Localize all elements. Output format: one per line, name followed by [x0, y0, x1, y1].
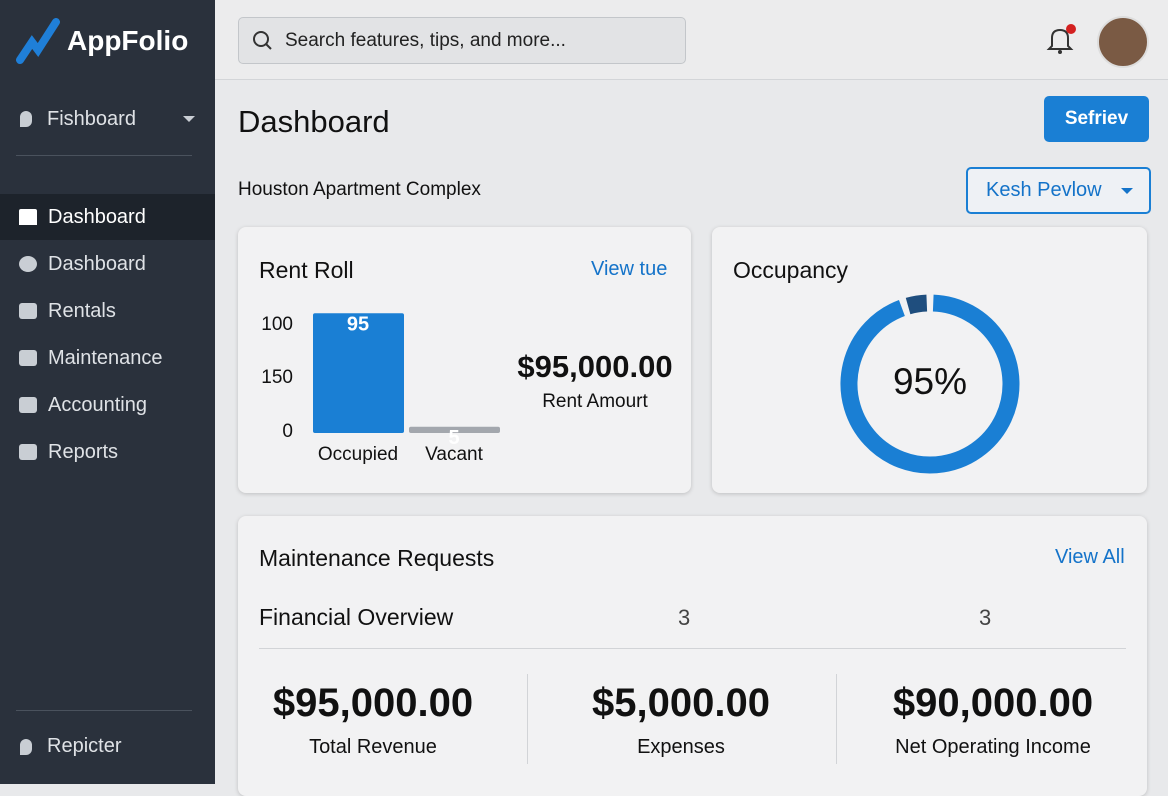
stat-value: $5,000.00: [592, 681, 770, 725]
occupancy-donut: 95%: [840, 294, 1020, 474]
nav-icon: [19, 209, 37, 225]
card-link[interactable]: View tue: [591, 258, 668, 280]
bar: [313, 313, 404, 433]
footer-label: Repicter: [47, 735, 122, 757]
property-name: Houston Apartment Complex: [238, 179, 481, 200]
nav-item[interactable]: Rentals: [0, 288, 215, 334]
nav-label: Accounting: [48, 393, 147, 416]
property-selector[interactable]: Fishboard: [20, 106, 195, 132]
section-title: Financial Overview: [259, 604, 454, 630]
axis-label: 150: [261, 367, 293, 388]
nav-icon: [19, 350, 37, 366]
pin-icon: [20, 738, 32, 755]
nav-item[interactable]: Dashboard: [0, 241, 215, 287]
sidebar: AppFolio Fishboard Dashboard Dashboard R…: [0, 0, 215, 784]
occupancy-label: 95%: [893, 361, 967, 402]
search-icon: [253, 30, 272, 50]
divider: [16, 710, 192, 711]
card-title: Occupancy: [733, 257, 849, 283]
stat-value: $95,000.00: [272, 681, 474, 725]
view-dropdown[interactable]: Kesh Pevlow: [966, 167, 1151, 214]
card-title: Maintenance Requests: [259, 545, 495, 571]
caret: [1121, 187, 1133, 200]
axis-label: 100: [261, 314, 293, 335]
rent-amount: $95,000.00: [517, 349, 673, 384]
count: 3: [979, 605, 992, 630]
search-box[interactable]: Search features, tips, and more...: [238, 17, 686, 64]
divider: [527, 674, 528, 764]
stat-label: Net Operating Income: [895, 736, 1091, 758]
divider: [16, 155, 192, 156]
nav-item[interactable]: Reports: [0, 429, 215, 475]
pin-icon: [20, 111, 32, 127]
bar-value-label: 95: [347, 314, 369, 336]
stat-label: Expenses: [637, 736, 725, 758]
occupancy-arc: [840, 294, 1020, 474]
search-placeholder: Search features, tips, and more...: [285, 29, 566, 51]
footer-item[interactable]: Repicter: [20, 735, 121, 758]
divider: [836, 674, 837, 764]
vacancy-arc: [905, 294, 928, 315]
nav-icon: [19, 303, 37, 319]
bar-category-label: Vacant: [425, 444, 483, 465]
nav-item[interactable]: Maintenance: [0, 335, 215, 381]
bar-category-label: Occupied: [318, 444, 398, 465]
logo-text: AppFolio: [67, 25, 189, 56]
dropdown-label: Kesh Pevlow: [986, 179, 1102, 201]
nav-icon: [19, 397, 37, 413]
card-title: Rent Roll: [259, 257, 354, 283]
top-bar: Search features, tips, and more...: [215, 0, 1168, 80]
nav-label: Maintenance: [48, 346, 163, 369]
bar-value-label: 5: [448, 427, 459, 449]
primary-button[interactable]: Sefriev: [1044, 96, 1149, 142]
notification-bell[interactable]: [1045, 24, 1077, 56]
user-avatar[interactable]: [1097, 16, 1149, 68]
rent-roll-card: Rent Roll View tue 100 150 0 95 Occupied 5 Vac…: [238, 227, 691, 493]
nav-label: Rentals: [48, 299, 116, 322]
rent-amount-label: Rent Amourt: [542, 391, 648, 412]
nav-icon: [19, 256, 37, 272]
card-link[interactable]: View All: [1055, 546, 1125, 568]
occupancy-card: Occupancy 95%: [712, 227, 1147, 493]
nav-item[interactable]: Accounting: [0, 382, 215, 428]
nav-icon: [19, 444, 37, 460]
stat-value: $90,000.00: [892, 681, 1094, 725]
stat-label: Total Revenue: [309, 736, 437, 758]
bar: [409, 426, 500, 433]
nav-item[interactable]: Dashboard: [0, 194, 215, 240]
count: 3: [678, 605, 691, 630]
caret: [183, 116, 195, 128]
nav-label: Dashboard: [48, 252, 146, 275]
logo-icon: [16, 18, 60, 64]
selector-label: Fishboard: [47, 107, 136, 130]
nav-label: Dashboard: [48, 205, 146, 228]
axis-label: 0: [282, 421, 293, 442]
page-title: Dashboard: [238, 104, 390, 139]
nav-label: Reports: [48, 440, 119, 463]
divider: [259, 648, 1126, 649]
maintenance-card: Maintenance Requests View All Financial …: [238, 516, 1147, 796]
